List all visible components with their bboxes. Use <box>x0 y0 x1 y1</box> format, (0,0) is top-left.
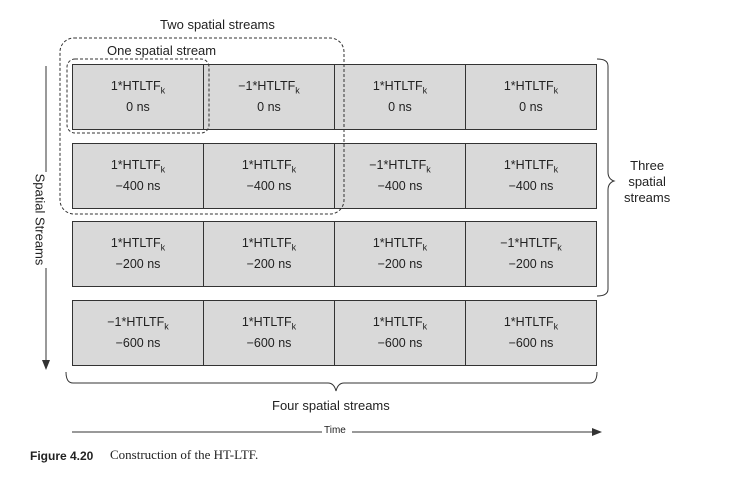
three-stream-brace <box>596 58 616 297</box>
ltf-cell: 1*HTLTFk −200 ns <box>204 222 335 286</box>
ltf-cell: 1*HTLTFk −600 ns <box>466 301 596 365</box>
cyclic-shift: −400 ns <box>377 179 423 194</box>
cyclic-shift: −600 ns <box>508 336 554 351</box>
three-streams-label: Three spatial streams <box>624 158 670 206</box>
ltf-cell: 1*HTLTFk −400 ns <box>204 144 335 208</box>
cyclic-shift: 0 ns <box>126 100 150 115</box>
stream-row-2: 1*HTLTFk −400 ns 1*HTLTFk −400 ns −1*HTL… <box>72 143 597 209</box>
three-streams-line-1: Three <box>630 158 665 173</box>
ltf-symbol: −1*HTLTFk <box>500 235 562 253</box>
figure-caption: Construction of the HT-LTF. <box>110 447 259 462</box>
cyclic-shift: −200 ns <box>115 257 161 272</box>
cyclic-shift: −400 ns <box>115 179 161 194</box>
ltf-symbol: 1*HTLTFk <box>110 78 166 96</box>
ltf-cell: 1*HTLTFk 0 ns <box>335 65 466 129</box>
four-stream-brace <box>65 371 598 392</box>
ltf-cell: −1*HTLTFk 0 ns <box>204 65 335 129</box>
ltf-symbol: 1*HTLTFk <box>503 78 559 96</box>
four-streams-label: Four spatial streams <box>272 398 390 413</box>
cyclic-shift: −600 ns <box>377 336 423 351</box>
ltf-symbol: 1*HTLTFk <box>110 235 166 253</box>
spatial-axis-arrowhead <box>42 360 50 370</box>
ltf-cell: 1*HTLTFk 0 ns <box>466 65 596 129</box>
ltf-symbol: 1*HTLTFk <box>241 157 297 175</box>
ltf-cell: 1*HTLTFk −400 ns <box>73 144 204 208</box>
one-stream-label: One spatial stream <box>105 43 219 58</box>
stream-row-4: −1*HTLTFk −600 ns 1*HTLTFk −600 ns 1*HTL… <box>72 300 597 366</box>
spatial-streams-axis-label: Spatial Streams <box>32 173 48 266</box>
ltf-cell: −1*HTLTFk −600 ns <box>73 301 204 365</box>
cyclic-shift: −200 ns <box>508 257 554 272</box>
ltf-cell: −1*HTLTFk −400 ns <box>335 144 466 208</box>
cyclic-shift: −200 ns <box>246 257 292 272</box>
cyclic-shift: −400 ns <box>508 179 554 194</box>
cyclic-shift: −400 ns <box>246 179 292 194</box>
ltf-cell: −1*HTLTFk −200 ns <box>466 222 596 286</box>
ltf-cell: 1*HTLTFk −400 ns <box>466 144 596 208</box>
ltf-cell: 1*HTLTFk 0 ns <box>73 65 204 129</box>
ltf-cell: 1*HTLTFk −200 ns <box>73 222 204 286</box>
ltf-cell: 1*HTLTFk −600 ns <box>204 301 335 365</box>
figure-number: Figure 4.20 <box>30 449 94 463</box>
ltf-symbol: −1*HTLTFk <box>369 157 431 175</box>
one-stream-dashed-outline <box>66 58 210 134</box>
ltf-symbol: 1*HTLTFk <box>241 314 297 332</box>
ltf-cell: 1*HTLTFk −600 ns <box>335 301 466 365</box>
stream-row-3: 1*HTLTFk −200 ns 1*HTLTFk −200 ns 1*HTLT… <box>72 221 597 287</box>
cyclic-shift: 0 ns <box>519 100 543 115</box>
ltf-symbol: 1*HTLTFk <box>503 314 559 332</box>
ltf-symbol: 1*HTLTFk <box>372 235 428 253</box>
ltf-symbol: 1*HTLTFk <box>372 78 428 96</box>
ltf-symbol: −1*HTLTFk <box>107 314 169 332</box>
ltf-symbol: 1*HTLTFk <box>241 235 297 253</box>
cyclic-shift: −200 ns <box>377 257 423 272</box>
three-streams-line-2: spatial <box>628 174 666 189</box>
cyclic-shift: 0 ns <box>388 100 412 115</box>
ltf-cell: 1*HTLTFk −200 ns <box>335 222 466 286</box>
cyclic-shift: −600 ns <box>115 336 161 351</box>
time-axis-arrowhead <box>592 428 602 436</box>
two-streams-label: Two spatial streams <box>160 17 275 32</box>
ltf-symbol: 1*HTLTFk <box>503 157 559 175</box>
ltf-symbol: 1*HTLTFk <box>372 314 428 332</box>
three-streams-line-3: streams <box>624 190 671 205</box>
ltf-symbol: −1*HTLTFk <box>238 78 300 96</box>
time-axis-label: Time <box>324 425 346 436</box>
cyclic-shift: −600 ns <box>246 336 292 351</box>
two-stream-dashed-outline <box>59 37 345 215</box>
stream-row-1: 1*HTLTFk 0 ns −1*HTLTFk 0 ns 1*HTLTFk 0 … <box>72 64 597 130</box>
cyclic-shift: 0 ns <box>257 100 281 115</box>
ltf-symbol: 1*HTLTFk <box>110 157 166 175</box>
